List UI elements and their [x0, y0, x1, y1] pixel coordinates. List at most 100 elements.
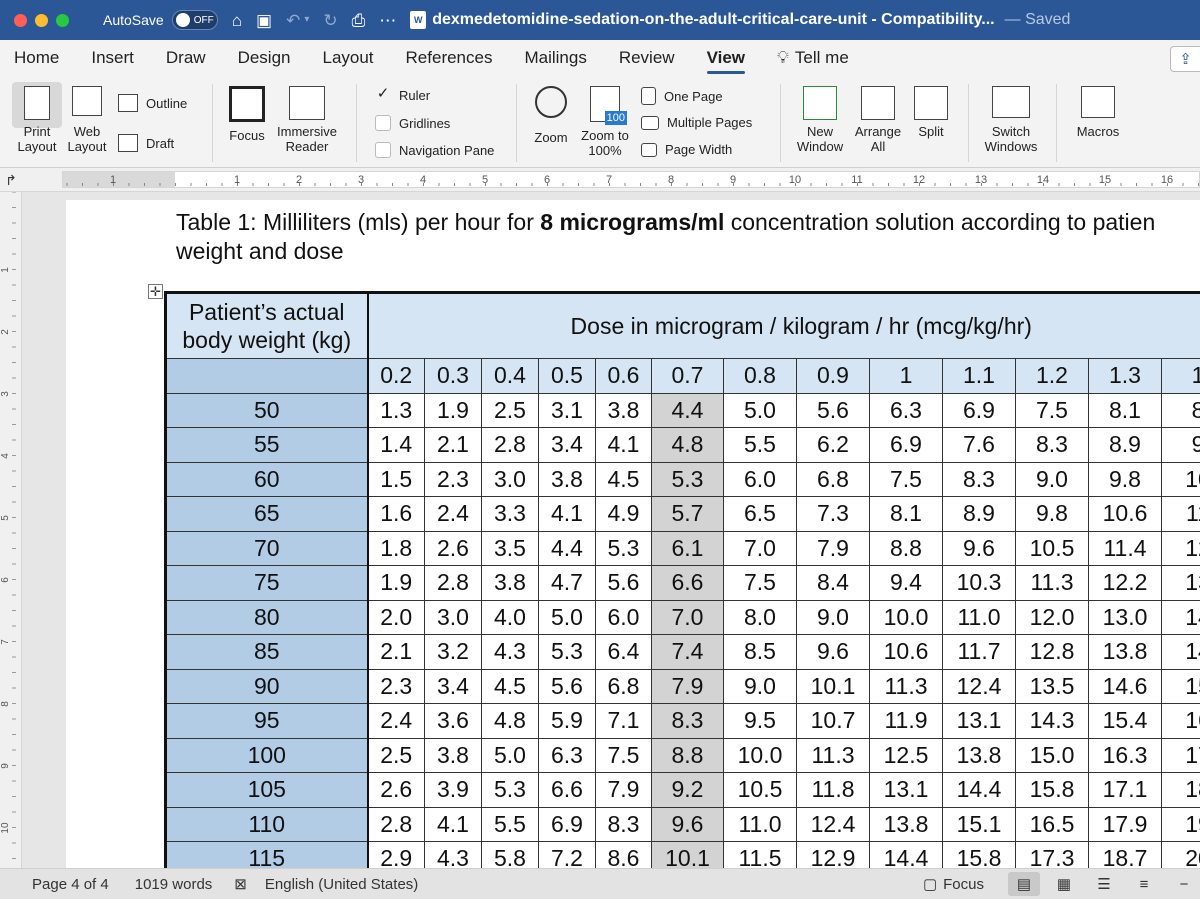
web-layout-label: Web Layout — [67, 124, 107, 154]
tab-home[interactable]: Home — [14, 48, 60, 67]
one-page-label: One Page — [664, 88, 723, 104]
outline-view-icon[interactable]: ☰ — [1097, 876, 1111, 893]
rate-cell: 6.8 — [595, 668, 652, 704]
draft-icon — [118, 134, 138, 152]
proofing-icon[interactable]: ⊠ — [234, 876, 247, 893]
dose-column-header: 0.8 — [723, 358, 797, 394]
ruler-checkbox[interactable]: ✓ Ruler — [375, 86, 430, 103]
tab-tell-me[interactable]: 💡︎ Tell me — [777, 40, 849, 76]
new-window-label: New Window — [796, 124, 844, 154]
focus-mode-button[interactable]: ▢ Focus — [923, 875, 984, 894]
rate-cell: 9.6 — [651, 806, 724, 842]
more-icon[interactable]: ⋯ — [379, 10, 397, 30]
focus-button[interactable]: Focus — [224, 86, 270, 143]
weight-cell: 90 — [165, 668, 369, 704]
word-count[interactable]: 1019 words — [134, 875, 213, 893]
gridlines-checkbox[interactable]: Gridlines — [375, 115, 450, 131]
tab-references[interactable]: References — [405, 48, 493, 67]
outline-button[interactable]: Outline — [118, 94, 187, 112]
rate-cell: 5.6 — [538, 668, 596, 704]
rate-cell: 7.9 — [796, 530, 870, 566]
rate-cell: 13.8 — [1088, 634, 1162, 670]
print-layout-label: Print Layout — [17, 124, 57, 154]
rate-cell: 7.3 — [796, 496, 870, 532]
focus-icon — [229, 86, 265, 122]
rate-cell: 2.8 — [481, 427, 539, 463]
web-layout-view-icon[interactable]: ▦ — [1056, 876, 1072, 893]
tab-mailings[interactable]: Mailings — [524, 48, 587, 67]
rate-cell: 15.8 — [1015, 772, 1089, 808]
home-icon[interactable]: ⌂ — [231, 10, 242, 30]
table-move-handle-icon[interactable]: ✛ — [148, 284, 163, 299]
new-window-button[interactable]: New Window — [794, 86, 846, 154]
rate-cell: 9.8 — [1015, 496, 1089, 532]
rate-cell: 4.0 — [481, 599, 539, 635]
rate-cell: 5.0 — [481, 737, 539, 773]
ruler-number: 2 — [0, 329, 11, 335]
rate-cell: 7.4 — [651, 634, 724, 670]
rate-cell: 3.4 — [538, 427, 596, 463]
zoom-out-icon[interactable]: − — [1179, 875, 1189, 893]
zoom-button[interactable]: Zoom — [528, 86, 574, 145]
tab-view[interactable]: View — [706, 40, 746, 76]
rate-cell: 5.3 — [651, 461, 724, 497]
language[interactable]: English (United States) — [264, 875, 419, 893]
rate-cell: 6.8 — [796, 461, 870, 497]
rate-cell: 14.6 — [1088, 668, 1162, 704]
tab-selector-icon[interactable]: ↱ — [5, 171, 17, 188]
switch-windows-button[interactable]: Switch Windows — [978, 86, 1044, 154]
print-layout-button[interactable]: Print Layout — [12, 86, 62, 154]
close-window-button[interactable] — [14, 13, 27, 27]
page-count[interactable]: Page 4 of 4 — [32, 875, 109, 893]
immersive-reader-button[interactable]: Immersive Reader — [272, 86, 342, 154]
rate-cell: 12.9 — [796, 841, 870, 868]
draft-label: Draft — [146, 135, 175, 151]
web-layout-button[interactable]: Web Layout — [64, 86, 110, 154]
zoom-100-button[interactable]: 100 Zoom to 100% — [578, 86, 632, 158]
rate-cell: 12.5 — [869, 737, 943, 773]
table-row: 65 1.6 2.4 3.3 4.1 4.9 5.7 6.5 7.3 8.1 8.9 9.8 10.6 1… — [165, 496, 1200, 532]
redo-icon[interactable]: ↻ — [323, 10, 338, 30]
dose-columns-row: 0.2 0.3 0.4 0.5 0.6 0.7 0.8 0.9 1 1.1 1.2 1.3 1 — [165, 358, 1200, 394]
tab-layout[interactable]: Layout — [322, 48, 374, 67]
one-page-button[interactable]: One Page — [641, 87, 723, 105]
tab-insert[interactable]: Insert — [91, 48, 134, 67]
minimize-window-button[interactable] — [35, 13, 48, 27]
undo-icon[interactable]: ↶ — [286, 10, 301, 30]
share-button[interactable]: ⇪ — [1170, 46, 1200, 72]
rate-cell: 4.1 — [538, 496, 596, 532]
tab-draw[interactable]: Draw — [165, 48, 206, 67]
autosave-toggle[interactable]: OFF — [171, 10, 218, 30]
undo-dropdown-icon[interactable]: ▾ — [304, 14, 310, 25]
print-icon[interactable]: ⎙ — [351, 10, 366, 30]
print-layout-view-icon[interactable]: ▤ — [1008, 872, 1040, 896]
caption-bold: 8 micrograms/ml — [540, 209, 725, 235]
rate-cell: 8.8 — [869, 530, 943, 566]
view-ribbon: Print Layout Web Layout Outline Draft Fo… — [0, 76, 1200, 168]
dose-column-header: 0.6 — [595, 358, 652, 394]
tab-design[interactable]: Design — [237, 48, 291, 67]
arrange-all-button[interactable]: Arrange All — [850, 86, 906, 154]
rate-cell: 3.0 — [481, 461, 539, 497]
multiple-pages-button[interactable]: Multiple Pages — [641, 115, 752, 130]
draft-button[interactable]: Draft — [118, 134, 174, 152]
macros-button[interactable]: Macros — [1070, 86, 1126, 139]
draft-view-icon[interactable]: ≡ — [1139, 875, 1149, 893]
rate-cell: 4.1 — [424, 806, 482, 842]
navigation-pane-checkbox[interactable]: Navigation Pane — [375, 142, 494, 158]
ruler-number: 7 — [606, 174, 612, 186]
page-width-button[interactable]: Page Width — [641, 142, 732, 157]
tab-review[interactable]: Review — [618, 48, 675, 67]
table-row: 115 2.9 4.3 5.8 7.2 8.6 10.1 11.5 12.9 14.4 15.8 17… — [165, 841, 1200, 868]
zoom-window-button[interactable] — [56, 13, 69, 27]
toggle-label: OFF — [193, 14, 214, 26]
split-button[interactable]: Split — [910, 86, 952, 139]
rate-cell: 8.3 — [1015, 427, 1089, 463]
vertical-ruler[interactable]: 1 2 3 4 5 6 7 8 9 10 — [0, 191, 22, 868]
ruler-number: 9 — [0, 763, 11, 769]
ruler-number: 4 — [0, 453, 11, 459]
unchecked-box — [375, 115, 391, 131]
save-icon[interactable]: ▣ — [256, 10, 273, 30]
horizontal-ruler[interactable]: 1 1 2 3 4 5 6 7 8 9 10 11 12 13 14 15 16 — [62, 171, 1200, 188]
dose-column-header: 0.3 — [424, 358, 482, 394]
